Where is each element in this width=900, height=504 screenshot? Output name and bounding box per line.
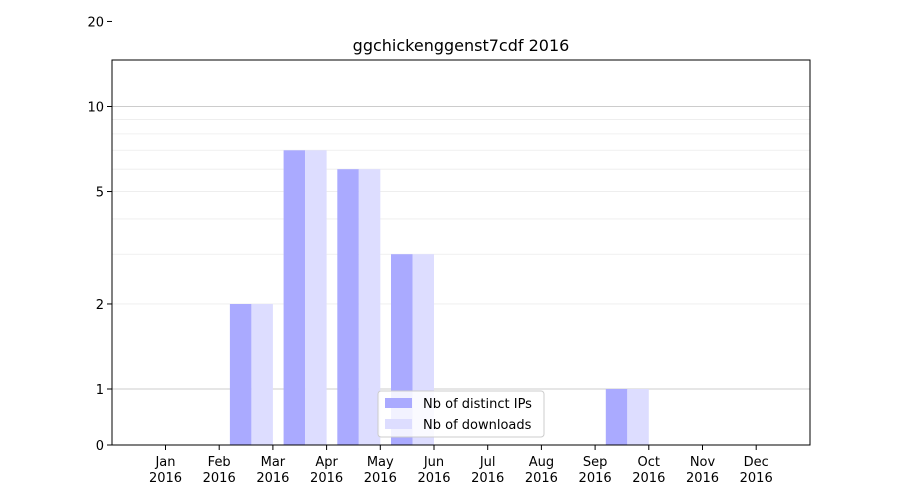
bar-downloads [358,169,381,445]
grid-lines [112,106,810,390]
x-tick-label: Feb 2016 [203,455,236,486]
x-tick-label: May 2016 [364,455,397,486]
bar-downloads [627,389,649,445]
bar-distinct-ips [229,304,252,445]
legend-label: Nb of distinct IPs [423,397,532,412]
y-tick-label: 5 [96,186,104,201]
y-tick-label: 0 [96,439,104,454]
x-tick-label: Dec 2016 [740,455,773,486]
chart-title: ggchickenggenst7cdf 2016 [353,36,570,55]
x-axis: Jan 2016 Feb 2016 Mar 2016 Apr 2016 May 2016 Jun 20… [149,445,773,486]
x-tick-label: Apr 2016 [310,455,343,486]
bar-downloads [251,304,273,445]
x-tick-label: Oct 2016 [632,455,665,486]
y-tick-label: 10 [87,101,104,116]
legend: Nb of distinct IPs Nb of downloads [377,390,545,438]
legend-box [377,390,545,438]
bar-distinct-ips [605,389,628,445]
y-tick-label: 1 [96,383,104,398]
x-tick-label: Aug 2016 [525,455,558,486]
x-tick-label: Nov 2016 [686,455,719,486]
legend-label: Nb of downloads [423,418,532,433]
x-tick-label: Jul 2016 [471,455,504,486]
y-tick-label: 20 [87,15,104,30]
x-tick-label: Jan 2016 [149,455,182,486]
legend-swatch [385,398,412,408]
x-tick-label: Jun 2016 [417,455,450,486]
x-tick-label: Sep 2016 [579,455,612,486]
plot-area-frame [111,59,811,446]
y-tick-label: 2 [96,298,104,313]
bar-distinct-ips [337,169,359,445]
bar-downloads [305,150,327,446]
bar-distinct-ips [283,150,306,446]
y-axis: 0125102050100 [87,15,112,454]
legend-swatch [385,419,412,429]
x-tick-label: Mar 2016 [256,455,289,486]
